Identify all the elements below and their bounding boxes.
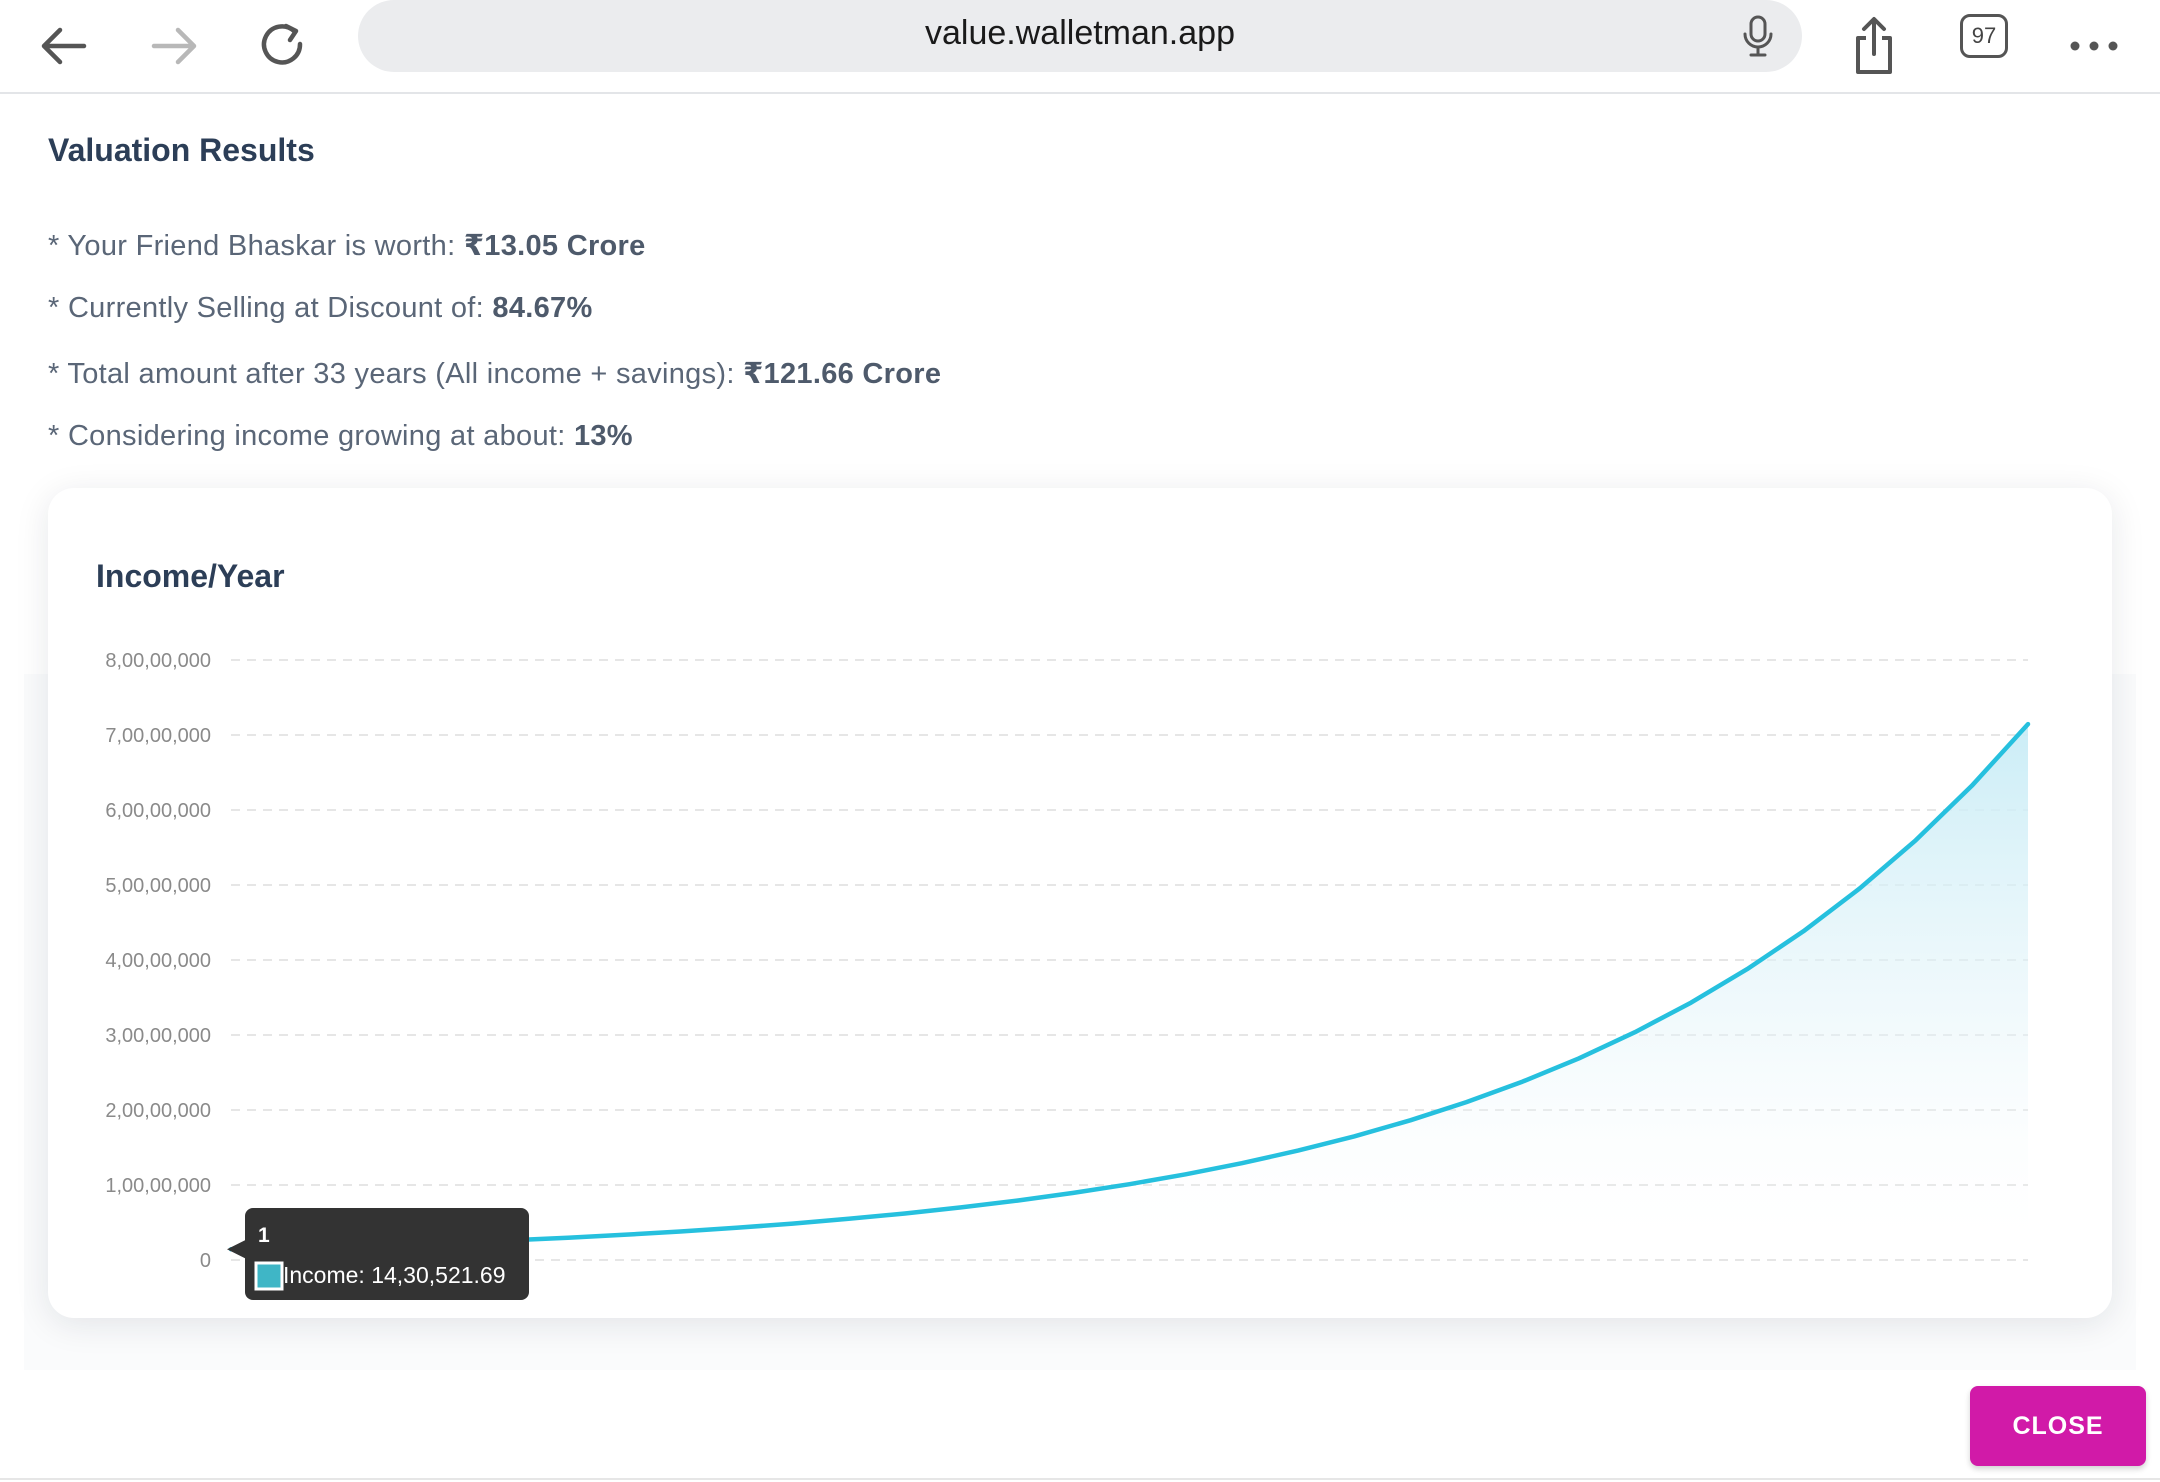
tabs-icon[interactable]: 97 xyxy=(1960,14,2008,58)
x-tick-label: 21 xyxy=(1343,1316,1365,1318)
y-tick-label: 0 xyxy=(200,1250,211,1272)
share-icon[interactable] xyxy=(1836,8,1912,84)
y-tick-label: 2,00,00,000 xyxy=(105,1100,211,1122)
tooltip-pointer xyxy=(227,1239,247,1260)
income-line xyxy=(228,721,2031,1252)
x-tick-label: 12 xyxy=(838,1316,860,1318)
income-area xyxy=(231,724,2028,1260)
x-tick-label: 11 xyxy=(782,1316,803,1318)
forward-arrow-icon[interactable] xyxy=(136,8,212,84)
income-chart: 0 1,00,00,000 2,00,00,000 3,00,00,000 4,00,0… xyxy=(105,650,2039,1318)
back-arrow-icon[interactable] xyxy=(26,8,102,84)
x-tick-label: 1 xyxy=(225,1316,236,1318)
chart-title: Income/Year xyxy=(96,558,285,594)
x-tick-label: 25 xyxy=(1568,1316,1590,1318)
url-text: value.walletman.app xyxy=(925,14,1235,52)
y-tick-label: 1,00,00,000 xyxy=(105,1175,211,1197)
x-tick-label: 20 xyxy=(1287,1316,1309,1318)
x-tick-label: 10 xyxy=(725,1316,747,1318)
x-tick-label: 6 xyxy=(506,1316,517,1318)
x-tick-label: 18 xyxy=(1175,1316,1197,1318)
tooltip-value: Income: 14,30,521.69 xyxy=(283,1262,506,1288)
tooltip-title: 1 xyxy=(258,1224,270,1247)
x-tick-label: 14 xyxy=(950,1316,972,1318)
y-tick-label: 4,00,00,000 xyxy=(105,950,211,972)
close-button[interactable]: CLOSE xyxy=(1970,1386,2146,1466)
x-tick-label: 30 xyxy=(1848,1316,1870,1318)
x-tick-label: 7 xyxy=(562,1316,573,1318)
x-tick-label: 29 xyxy=(1792,1316,1814,1318)
microphone-icon[interactable] xyxy=(1734,12,1782,60)
footer-divider xyxy=(0,1478,2160,1480)
x-tick-label: 17 xyxy=(1118,1316,1140,1318)
x-tick-label: 3 xyxy=(338,1316,349,1318)
x-tick-label: 24 xyxy=(1511,1316,1533,1318)
income-chart-card: Income/Year 0 1,00,00,000 2,00,00,000 3,00,… xyxy=(48,488,2112,1318)
x-tick-label: 13 xyxy=(894,1316,916,1318)
x-tick-label: 5 xyxy=(450,1316,461,1318)
x-tick-label: 23 xyxy=(1455,1316,1477,1318)
browser-toolbar: value.walletman.app 97 xyxy=(0,0,2160,94)
x-tick-label: 8 xyxy=(619,1316,630,1318)
x-tick-label: 28 xyxy=(1736,1316,1758,1318)
tooltip-box xyxy=(245,1208,529,1300)
address-bar[interactable]: value.walletman.app xyxy=(358,0,1802,72)
chart-tooltip: 1 Income: 14,30,521.69 xyxy=(227,1208,529,1300)
more-icon[interactable] xyxy=(2056,8,2132,84)
x-tick-label: 9 xyxy=(675,1316,686,1318)
y-tick-label: 5,00,00,000 xyxy=(105,875,211,897)
x-tick-label: 33 xyxy=(2017,1316,2039,1318)
y-tick-label: 3,00,00,000 xyxy=(105,1025,211,1047)
x-tick-label: 31 xyxy=(1905,1316,1927,1318)
result-line-total: * Total amount after 33 years (All incom… xyxy=(48,358,942,390)
x-tick-label: 15 xyxy=(1006,1316,1028,1318)
reload-icon[interactable] xyxy=(246,8,322,84)
x-tick-label: 16 xyxy=(1062,1316,1084,1318)
result-line-growth: * Considering income growing at about: 1… xyxy=(48,420,633,452)
y-tick-label: 6,00,00,000 xyxy=(105,800,211,822)
result-line-discount: * Currently Selling at Discount of: 84.6… xyxy=(48,292,593,324)
x-tick-label: 19 xyxy=(1231,1316,1253,1318)
result-line-worth: * Your Friend Bhaskar is worth: ₹13.05 C… xyxy=(48,230,646,262)
results-title: Valuation Results xyxy=(48,132,315,168)
results-panel: Valuation Results * Your Friend Bhaskar … xyxy=(0,94,2160,1464)
tooltip-swatch xyxy=(254,1261,284,1291)
y-tick-label: 8,00,00,000 xyxy=(105,650,211,672)
x-tick-label: 2 xyxy=(282,1316,293,1318)
x-tick-label: 27 xyxy=(1680,1316,1702,1318)
x-tick-label: 22 xyxy=(1399,1316,1421,1318)
x-tick-label: 26 xyxy=(1624,1316,1646,1318)
y-tick-label: 7,00,00,000 xyxy=(105,725,211,747)
x-tick-label: 4 xyxy=(394,1316,405,1318)
x-tick-label: 32 xyxy=(1961,1316,1983,1318)
footer: CLOSE xyxy=(0,1370,2160,1482)
